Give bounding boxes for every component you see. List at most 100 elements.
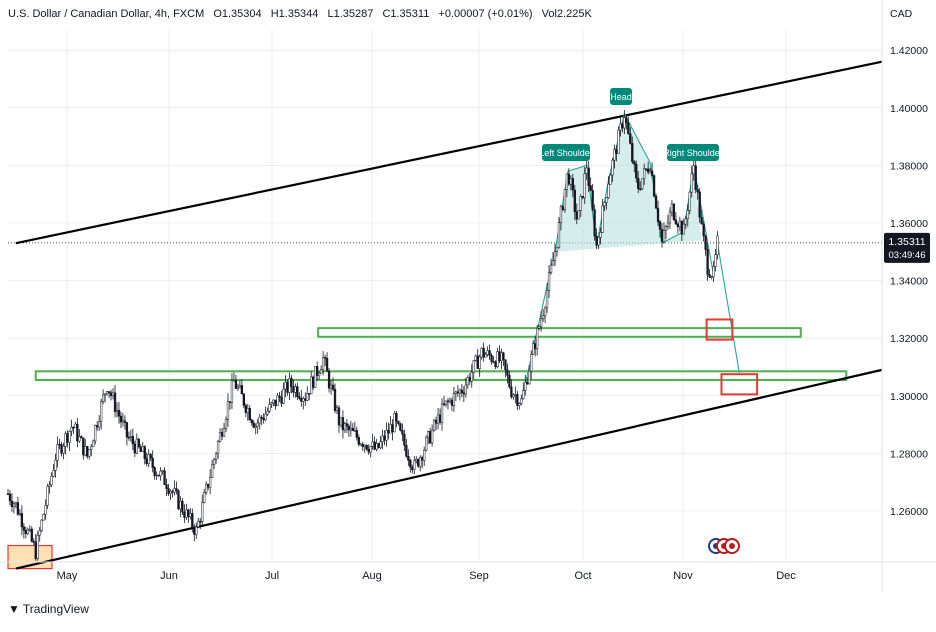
candle-body xyxy=(94,425,97,442)
candle-body xyxy=(637,177,640,190)
candle-body xyxy=(96,425,99,428)
y-tick-label: 1.32000 xyxy=(890,333,928,345)
y-tick-label: 1.38000 xyxy=(890,160,928,172)
candle-body xyxy=(103,393,107,396)
pattern-label: Head xyxy=(610,92,632,102)
channel-lower-line xyxy=(15,368,883,570)
support-zones[interactable] xyxy=(7,327,848,570)
candle-body xyxy=(577,210,580,220)
candle-body xyxy=(484,354,487,358)
candle-body xyxy=(440,403,444,423)
candle-body xyxy=(68,430,71,443)
pattern-label: Left Shoulder xyxy=(539,148,593,158)
pattern-labels: Head Left Shoulder Right Shoulder xyxy=(539,88,723,161)
price-tag-countdown: 03:49:46 xyxy=(889,250,926,261)
candle-body xyxy=(10,500,14,508)
candle-body xyxy=(452,393,456,406)
candle-body xyxy=(62,446,65,454)
candle-body xyxy=(377,443,380,448)
change-value: +0.00007 (+0.01%) xyxy=(438,8,533,20)
candle-body xyxy=(555,246,559,252)
candle-body xyxy=(286,381,289,393)
y-tick-label: 1.34000 xyxy=(890,276,928,288)
candle-body xyxy=(427,431,430,438)
candle-body xyxy=(84,446,87,456)
candle-body xyxy=(34,541,37,559)
candle-body xyxy=(230,380,234,403)
candle-body xyxy=(684,218,687,225)
candle-body xyxy=(575,211,578,220)
candle-body xyxy=(528,370,531,385)
candle-body xyxy=(643,168,646,180)
candle-body xyxy=(530,354,533,372)
candle-body xyxy=(654,195,658,209)
price-axis[interactable]: 1.42000 1.40000 1.38000 1.36000 1.34000 1.320… xyxy=(881,0,930,592)
candle-body xyxy=(90,446,93,450)
event-flags[interactable] xyxy=(708,538,740,554)
candle-body xyxy=(537,326,541,329)
candle-body xyxy=(385,429,388,441)
candle-body xyxy=(296,386,299,397)
y-tick-label: 1.40000 xyxy=(890,103,928,115)
candle-body xyxy=(52,470,55,477)
pattern-label-bg xyxy=(542,144,590,161)
time-axis[interactable]: May Jun Jul Aug Sep Oct Nov Dec xyxy=(0,561,936,582)
candle-body xyxy=(444,400,448,405)
candle-body xyxy=(44,505,47,515)
candle-body xyxy=(502,352,505,361)
candle-body xyxy=(369,446,372,453)
candle-body xyxy=(652,175,656,197)
candle-body xyxy=(543,307,547,316)
y-tick-label: 1.42000 xyxy=(890,45,928,57)
candle-body xyxy=(331,384,335,390)
candle-body xyxy=(193,527,196,535)
candle-body xyxy=(464,384,467,395)
candle-body xyxy=(401,430,404,435)
candle-body xyxy=(571,178,574,191)
projection-line xyxy=(716,243,740,373)
candle-body xyxy=(633,161,636,165)
candle-body xyxy=(60,444,63,454)
candle-body xyxy=(442,403,446,406)
candle-body xyxy=(631,143,634,162)
candle-body xyxy=(264,413,267,421)
candle-body xyxy=(670,203,674,213)
candle-body xyxy=(704,235,707,250)
price-channel[interactable] xyxy=(15,60,883,570)
candle-body xyxy=(696,189,699,193)
candle-body xyxy=(559,206,563,223)
candle-body xyxy=(397,421,400,424)
candle-body xyxy=(139,446,142,453)
candle-body xyxy=(680,220,683,235)
candle-body xyxy=(272,399,275,403)
candle-body xyxy=(393,413,396,433)
candle-body xyxy=(706,249,709,275)
candle-body xyxy=(383,435,386,441)
candle-body xyxy=(686,210,689,219)
candle-body xyxy=(351,427,354,431)
candle-body xyxy=(532,343,535,355)
candle-body xyxy=(506,369,509,376)
candle-body xyxy=(123,420,127,423)
candle-body xyxy=(450,399,454,406)
candle-body xyxy=(355,430,358,438)
candle-body xyxy=(99,401,103,422)
candle-body xyxy=(488,350,491,356)
candle-body xyxy=(512,394,515,398)
candle-body xyxy=(308,393,311,395)
candle-body xyxy=(645,168,648,171)
candle-body xyxy=(347,425,351,431)
target-boxes[interactable] xyxy=(705,318,759,396)
candle-body xyxy=(276,395,279,407)
tradingview-logo[interactable]: ▼ TradingView xyxy=(8,602,89,616)
candle-body xyxy=(345,423,349,427)
symbol-title[interactable]: U.S. Dollar / Canadian Dollar, 4h, FXCM xyxy=(8,8,205,20)
candle-body xyxy=(486,350,489,355)
candle-body xyxy=(656,207,660,222)
candle-body xyxy=(145,458,148,465)
candle-body xyxy=(143,446,146,460)
candle-body xyxy=(490,355,493,362)
candle-body xyxy=(716,235,719,255)
candle-body xyxy=(36,534,39,559)
